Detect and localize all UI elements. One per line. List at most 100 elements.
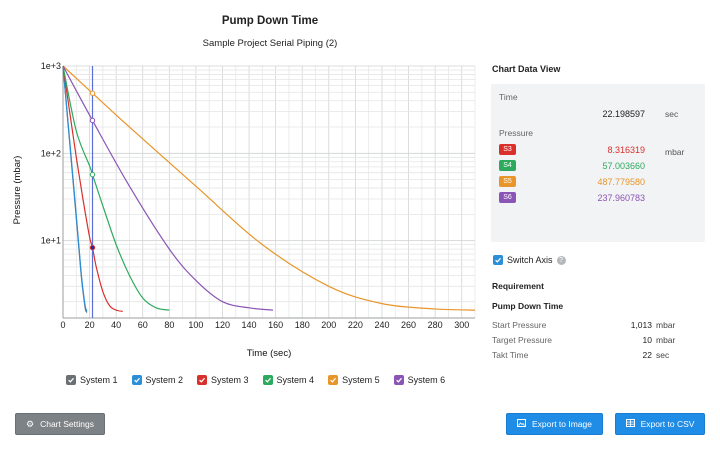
takt-time-value: 22 xyxy=(642,350,652,360)
switch-axis-label: Switch Axis xyxy=(507,255,553,265)
chart-title: Pump Down Time xyxy=(221,15,319,27)
time-label: Time xyxy=(499,92,518,102)
requirement-title: Requirement xyxy=(492,281,544,291)
help-icon[interactable]: ? xyxy=(556,255,566,265)
image-icon xyxy=(516,419,526,429)
pressure-value-s3: 8.316319 xyxy=(607,145,645,155)
chart-settings-button[interactable]: ⚙ Chart Settings xyxy=(15,413,105,435)
target-pressure-label: Target Pressure xyxy=(492,335,552,345)
legend-label: System 5 xyxy=(342,375,380,385)
legend-label: System 4 xyxy=(276,375,315,385)
x-tick-label: 300 xyxy=(454,320,469,330)
pressure-label: Pressure xyxy=(499,128,534,138)
x-tick-label: 200 xyxy=(321,320,336,330)
series-line-system-2[interactable] xyxy=(62,65,88,312)
pressure-value-s5: 487.779580 xyxy=(597,177,645,187)
legend-item-system-6[interactable]: System 6 xyxy=(393,375,446,385)
series-chip-s6: S6 xyxy=(499,192,516,203)
target-pressure-value: 10 xyxy=(642,335,652,345)
pressure-value-s6: 237.960783 xyxy=(597,193,645,203)
chart-data-view: Time 22.198597 sec Pressure S3 8.316319 S4… xyxy=(491,84,705,242)
time-value: 22.198597 xyxy=(602,109,645,119)
gear-icon: ⚙ xyxy=(26,418,35,429)
takt-time-unit: sec xyxy=(656,350,670,360)
x-tick-label: 120 xyxy=(215,320,230,330)
requirement-subtitle: Pump Down Time xyxy=(492,301,564,311)
check-icon xyxy=(133,377,140,383)
legend-item-system-2[interactable]: System 2 xyxy=(131,375,184,385)
chart-subtitle: Sample Project Serial Piping (2) xyxy=(202,38,338,49)
x-tick-label: 220 xyxy=(348,320,363,330)
start-pressure-value: 1,013 xyxy=(630,320,652,330)
legend-item-system-3[interactable]: System 3 xyxy=(197,375,249,385)
export-image-label: Export to Image xyxy=(531,419,592,429)
x-tick-label: 40 xyxy=(111,320,121,330)
legend-label: System 3 xyxy=(211,375,249,385)
switch-axis-checkbox[interactable] xyxy=(493,255,503,265)
target-pressure-unit: mbar xyxy=(656,335,676,345)
takt-time-label: Takt Time xyxy=(492,350,529,360)
x-tick-label: 160 xyxy=(268,320,283,330)
chart-settings-label: Chart Settings xyxy=(40,419,94,429)
cursor-marker-s4 xyxy=(89,171,96,178)
legend-checkbox[interactable] xyxy=(66,375,76,385)
check-icon xyxy=(495,257,502,263)
legend-checkbox[interactable] xyxy=(131,375,142,385)
x-tick-label: 60 xyxy=(138,320,148,330)
series-chip-s5: S5 xyxy=(499,176,516,187)
legend-checkbox[interactable] xyxy=(393,375,404,385)
y-tick-label: 1e+3 xyxy=(41,61,61,71)
x-tick-label: 240 xyxy=(374,320,389,330)
check-icon xyxy=(330,377,337,383)
check-icon xyxy=(395,377,402,383)
pump-down-chart[interactable]: 0 20 40 60 80 100 120 140 160 180 200 220 240 260 280 3… xyxy=(0,0,480,370)
legend-item-system-4[interactable]: System 4 xyxy=(262,375,315,385)
check-icon xyxy=(199,377,206,383)
chart-cursor xyxy=(89,66,96,318)
pressure-unit: mbar xyxy=(665,147,685,157)
legend-label: System 2 xyxy=(145,375,184,385)
x-tick-label: 0 xyxy=(60,320,65,330)
chart-ticks: 0 20 40 60 80 100 120 140 160 180 200 220 240 260 280 3… xyxy=(41,61,470,330)
switch-axis-toggle[interactable]: Switch Axis ? xyxy=(493,255,566,265)
legend-label: System 6 xyxy=(407,375,446,385)
legend-checkbox[interactable] xyxy=(328,375,339,385)
x-tick-label: 80 xyxy=(164,320,174,330)
table-icon xyxy=(625,419,635,429)
legend-label: System 1 xyxy=(80,375,118,385)
check-icon xyxy=(68,377,75,383)
start-pressure-unit: mbar xyxy=(656,320,676,330)
export-csv-button[interactable]: Export to CSV xyxy=(615,413,705,435)
x-tick-label: 100 xyxy=(188,320,203,330)
cursor-marker-s3 xyxy=(89,244,96,251)
y-tick-label: 1e+2 xyxy=(41,148,61,158)
x-tick-label: 140 xyxy=(242,320,257,330)
x-tick-label: 260 xyxy=(401,320,416,330)
x-tick-label: 180 xyxy=(295,320,310,330)
y-axis-title: Pressure (mbar) xyxy=(12,156,23,225)
export-image-button[interactable]: Export to Image xyxy=(506,413,603,435)
x-tick-label: 20 xyxy=(85,320,95,330)
legend-checkbox[interactable] xyxy=(197,375,208,385)
check-icon xyxy=(264,377,271,383)
series-line-system-5[interactable] xyxy=(62,65,476,311)
series-line-system-4[interactable] xyxy=(62,65,170,311)
cursor-marker-s6 xyxy=(89,117,96,124)
legend-item-system-5[interactable]: System 5 xyxy=(328,375,380,385)
x-tick-label: 280 xyxy=(428,320,443,330)
legend-item-system-1[interactable]: System 1 xyxy=(66,375,118,385)
pressure-value-s4: 57.003660 xyxy=(602,161,645,171)
chart-legend: System 1 System 2 System 3 System 4 System 5… xyxy=(66,375,459,385)
series-chip-s3: S3 xyxy=(499,144,516,155)
legend-checkbox[interactable] xyxy=(262,375,273,385)
y-tick-label: 1e+1 xyxy=(41,236,61,246)
x-axis-title: Time (sec) xyxy=(247,348,292,359)
time-unit: sec xyxy=(665,109,679,119)
cursor-marker-s5 xyxy=(89,90,96,96)
series-chip-s4: S4 xyxy=(499,160,516,171)
chart-data-view-title: Chart Data View xyxy=(492,64,561,74)
chart-grid xyxy=(62,65,476,319)
start-pressure-label: Start Pressure xyxy=(492,320,547,330)
series-line-system-6[interactable] xyxy=(62,65,274,311)
export-csv-label: Export to CSV xyxy=(640,419,695,429)
